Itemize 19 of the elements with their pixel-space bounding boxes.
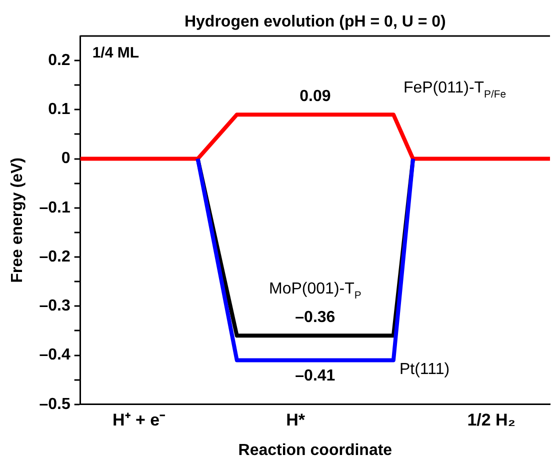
chart-title: Hydrogen evolution (pH = 0, U = 0): [184, 13, 446, 30]
y-tick-label: –0.1: [39, 199, 70, 216]
series-label: Pt(111): [399, 361, 450, 378]
x-tick-label: 1/2 H₂: [467, 410, 516, 430]
y-axis-title: Free energy (eV): [9, 158, 26, 283]
y-tick-label: 0.2: [48, 52, 70, 69]
y-tick-label: –0.5: [39, 396, 70, 413]
y-tick-label: –0.2: [39, 248, 70, 266]
y-tick-label: 0: [61, 150, 70, 168]
annotation: 1/4 ML: [92, 44, 140, 62]
y-tick-label: –0.3: [39, 298, 70, 315]
data-label: 0.09: [300, 88, 331, 105]
y-tick-label: 0.1: [48, 101, 70, 118]
x-tick-label: H*: [286, 410, 306, 430]
data-label: –0.36: [295, 309, 336, 326]
y-tick-label: –0.4: [39, 346, 70, 364]
x-axis-title: Reaction coordinate: [238, 442, 392, 459]
data-label: –0.41: [295, 368, 336, 385]
x-tick-label: H⁺ + e⁻: [112, 410, 166, 430]
